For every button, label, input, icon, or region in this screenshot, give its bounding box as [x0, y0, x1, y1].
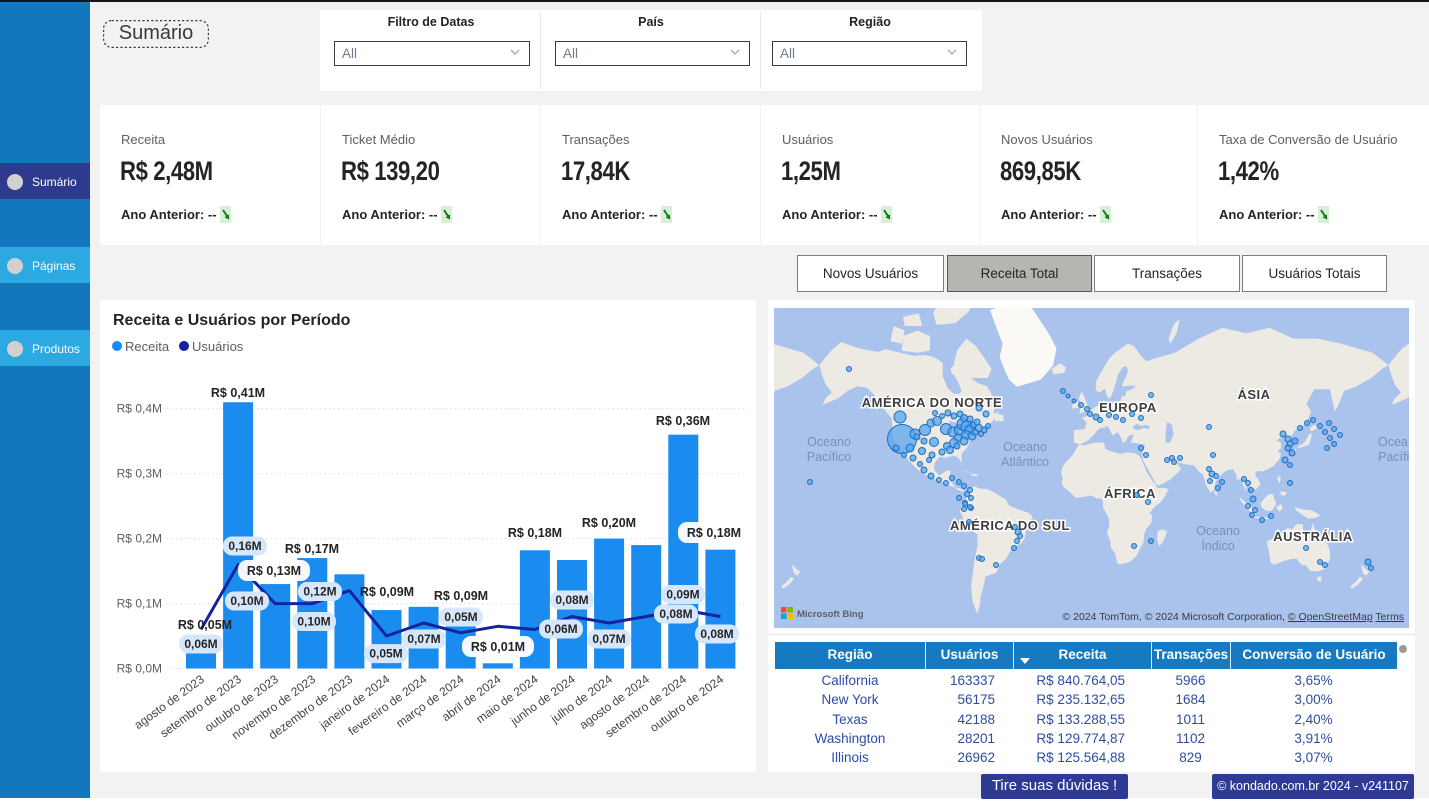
svg-text:0,09M: 0,09M [666, 588, 699, 602]
svg-text:0,06M: 0,06M [184, 637, 217, 651]
svg-text:R$ 0,2M: R$ 0,2M [117, 532, 162, 546]
svg-text:0,05M: 0,05M [444, 610, 477, 624]
svg-text:R$ 0,1M: R$ 0,1M [117, 597, 162, 611]
svg-text:Atlântico: Atlântico [1001, 455, 1049, 469]
svg-text:0,08M: 0,08M [659, 607, 692, 621]
svg-text:Oceano: Oceano [1003, 440, 1047, 454]
svg-text:0,16M: 0,16M [228, 539, 261, 553]
svg-text:0,07M: 0,07M [407, 632, 440, 646]
svg-text:Pacífico: Pacífico [807, 450, 852, 464]
svg-text:R$ 0,09M: R$ 0,09M [360, 585, 414, 599]
svg-text:Oceano: Oceano [807, 435, 851, 449]
svg-text:0,10M: 0,10M [230, 594, 263, 608]
svg-text:R$ 0,18M: R$ 0,18M [508, 526, 562, 540]
svg-text:R$ 0,13M: R$ 0,13M [247, 564, 301, 578]
svg-text:Receita: Receita [125, 339, 170, 354]
svg-text:0,06M: 0,06M [544, 622, 577, 636]
svg-text:Oceano: Oceano [1196, 524, 1240, 538]
svg-text:0,08M: 0,08M [700, 627, 733, 641]
svg-text:0,08M: 0,08M [555, 593, 588, 607]
svg-text:AUSTRÁLIA: AUSTRÁLIA [1273, 529, 1353, 544]
svg-text:R$ 0,4M: R$ 0,4M [117, 402, 162, 416]
svg-text:R$ 0,3M: R$ 0,3M [117, 467, 162, 481]
svg-text:R$ 0,0M: R$ 0,0M [117, 662, 162, 676]
svg-text:R$ 0,05M: R$ 0,05M [178, 618, 232, 632]
svg-text:R$ 0,18M: R$ 0,18M [687, 526, 741, 540]
svg-text:EUROPA: EUROPA [1099, 400, 1157, 415]
svg-text:0,12M: 0,12M [303, 585, 336, 599]
svg-text:Receita e Usuários por Período: Receita e Usuários por Período [113, 312, 351, 329]
svg-text:© 2024 TomTom, © 2024 Microsof: © 2024 TomTom, © 2024 Microsoft Corporat… [1063, 611, 1405, 623]
svg-text:AMÉRICA DO NORTE: AMÉRICA DO NORTE [862, 395, 1002, 410]
svg-text:R$ 0,41M: R$ 0,41M [211, 386, 265, 400]
svg-text:Microsoft Bing: Microsoft Bing [797, 609, 864, 620]
svg-text:R$ 0,20M: R$ 0,20M [582, 516, 636, 530]
svg-text:Usuários: Usuários [192, 339, 244, 354]
svg-text:Ocea: Ocea [1378, 435, 1408, 449]
svg-text:0,05M: 0,05M [369, 647, 402, 661]
svg-text:R$ 0,01M: R$ 0,01M [471, 640, 525, 654]
svg-text:Índico: Índico [1201, 538, 1234, 553]
svg-text:Pacífi: Pacífi [1378, 450, 1409, 464]
svg-text:R$ 0,36M: R$ 0,36M [656, 414, 710, 428]
svg-text:R$ 0,09M: R$ 0,09M [434, 589, 488, 603]
svg-text:R$ 0,17M: R$ 0,17M [285, 542, 339, 556]
svg-text:0,07M: 0,07M [592, 632, 625, 646]
svg-text:0,10M: 0,10M [297, 615, 330, 629]
svg-text:ÁSIA: ÁSIA [1237, 387, 1270, 402]
svg-text:ÁFRICA: ÁFRICA [1104, 486, 1156, 501]
svg-text:AMÉRICA DO SUL: AMÉRICA DO SUL [950, 518, 1070, 533]
